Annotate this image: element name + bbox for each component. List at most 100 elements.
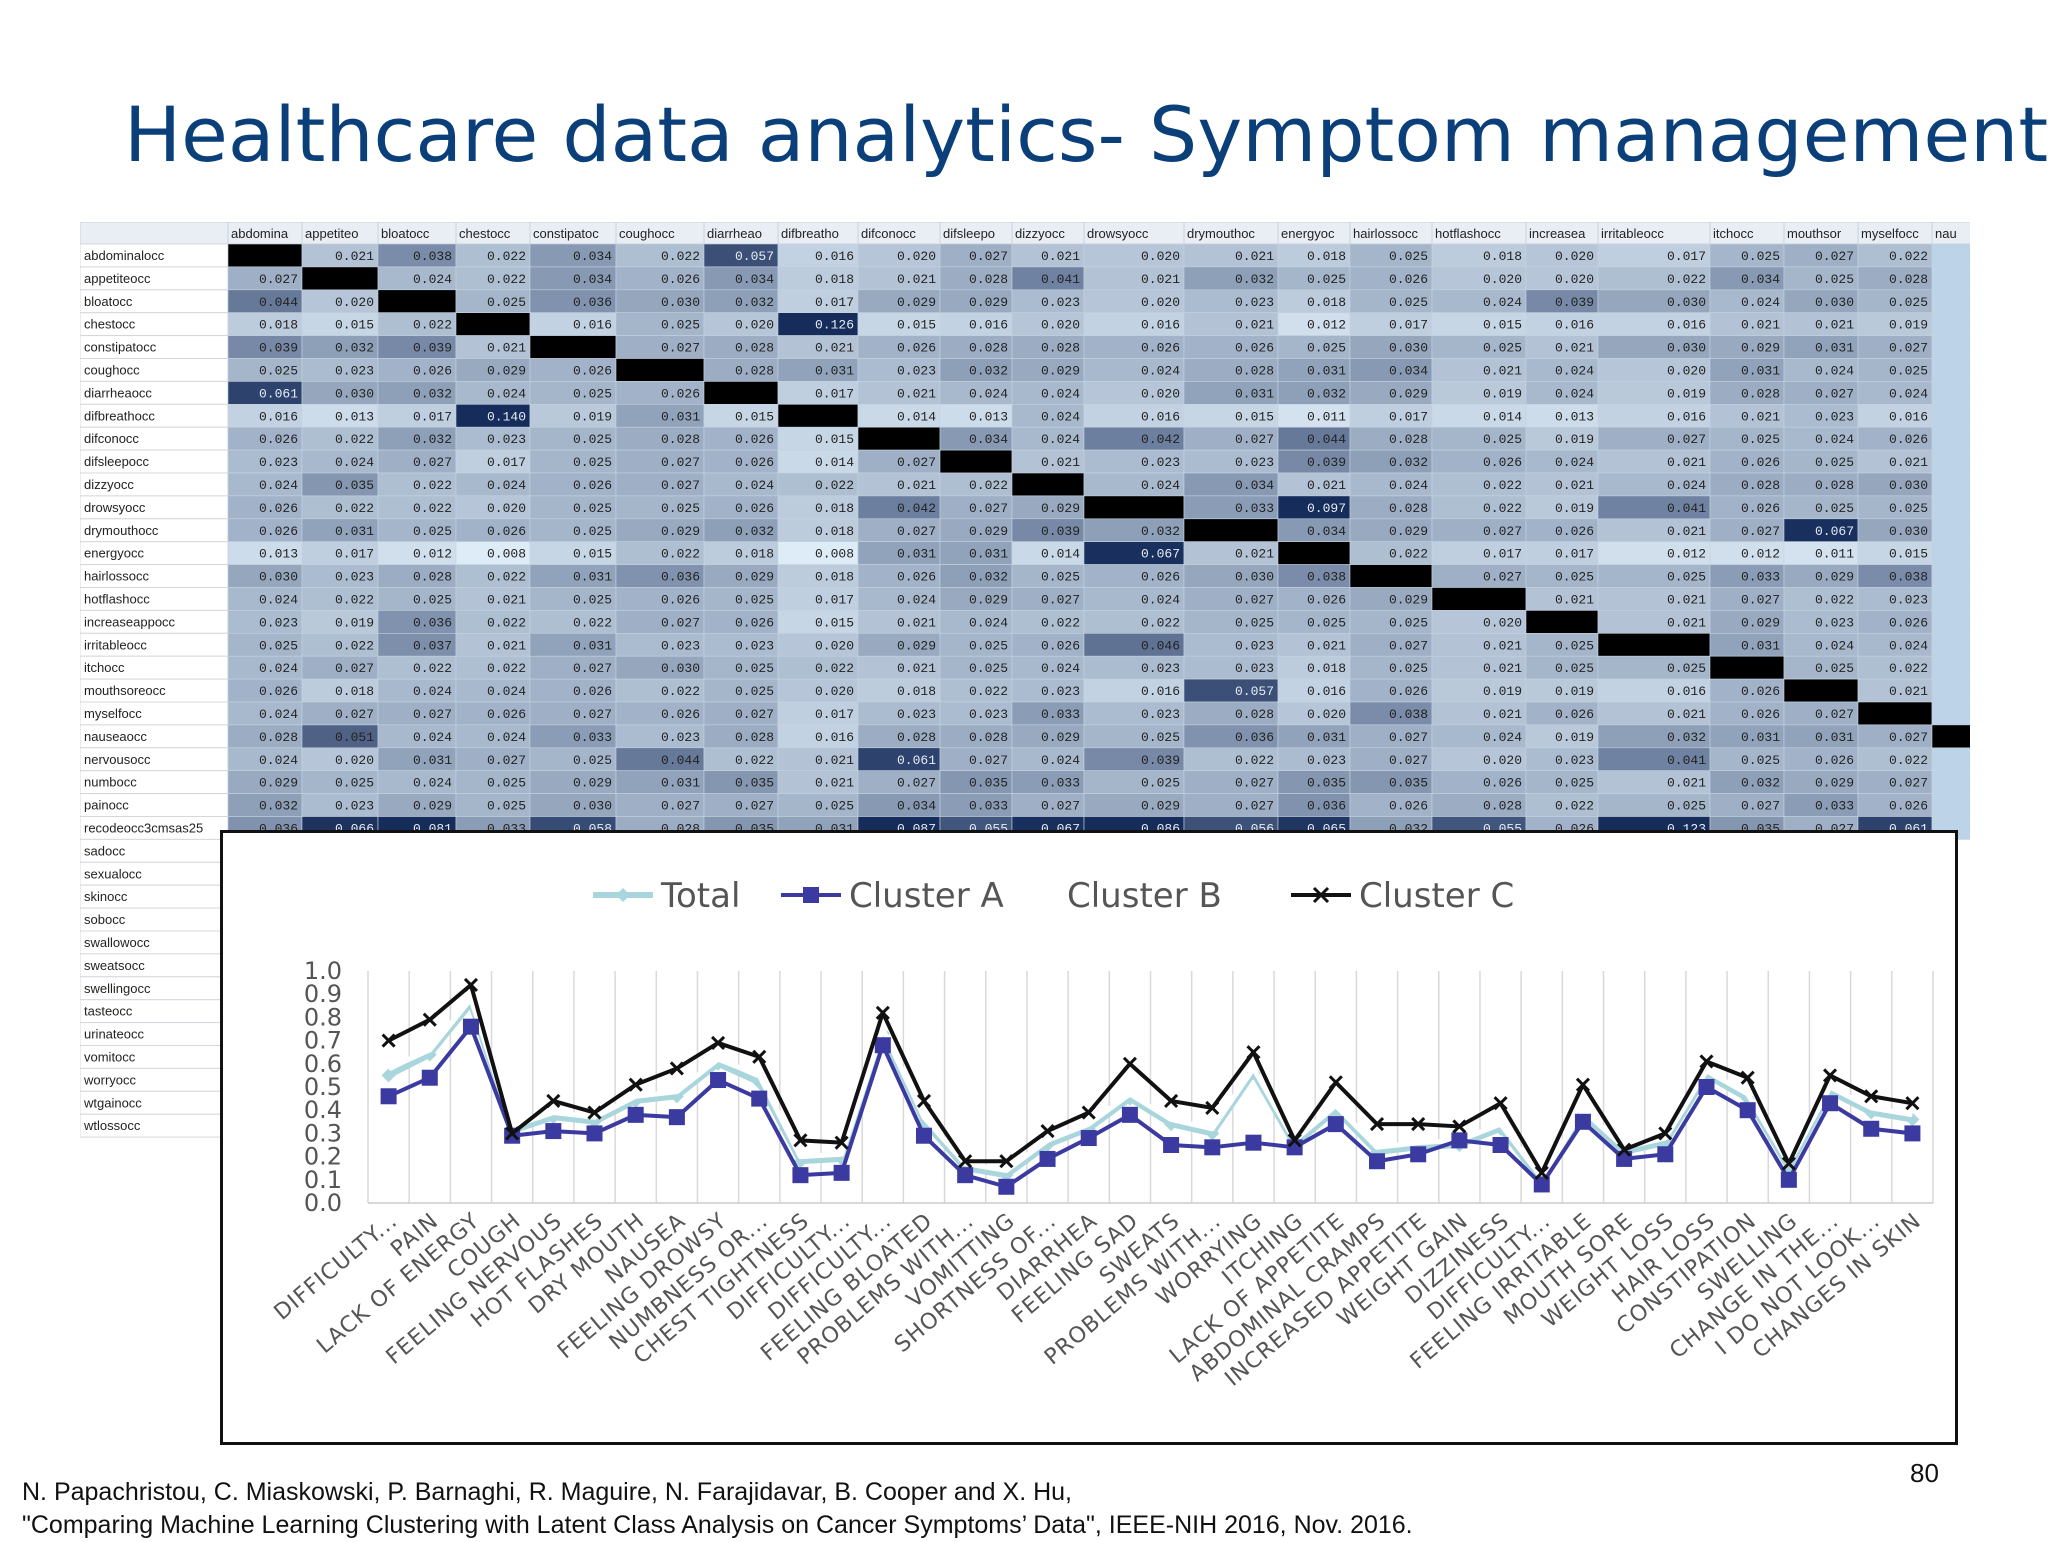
heatmap-cell-value: 0.023 (1235, 638, 1274, 653)
heatmap-cell-value: 0.028 (661, 432, 700, 447)
heatmap-cell-value: 0.023 (1555, 753, 1594, 768)
series-point-stroke (1740, 1070, 1755, 1085)
series-point-stroke (1864, 1089, 1879, 1104)
heatmap-col-header: irritableocc (1601, 226, 1664, 241)
heatmap-cell-value: 0.017 (815, 593, 854, 608)
heatmap-cell-value: 0.029 (1041, 730, 1080, 745)
heatmap-cell-value: 0.024 (1141, 478, 1180, 493)
heatmap-cell-value: 0.026 (897, 341, 936, 356)
heatmap-cell (1931, 564, 1970, 588)
heatmap-col-header: bloatocc (381, 226, 430, 241)
series-point (1534, 1165, 1549, 1180)
series-point-stroke (1040, 1124, 1055, 1139)
heatmap-cell-value: 0.025 (1555, 638, 1594, 653)
heatmap-cell-value: 0.026 (259, 432, 298, 447)
heatmap-cell-value: 0.023 (1141, 455, 1180, 470)
series-point (669, 1061, 684, 1076)
heatmap-cell-value: 0.032 (969, 570, 1008, 585)
heatmap-row-label: painocc (84, 798, 129, 813)
heatmap-cell-value: 0.025 (1307, 341, 1346, 356)
heatmap-row-label: dizzyocc (84, 477, 134, 492)
heatmap-cell (857, 426, 941, 451)
heatmap-col-header: myselfocc (1861, 226, 1919, 241)
heatmap-cell-value: 0.026 (661, 386, 700, 401)
heatmap-cell-value: 0.026 (661, 272, 700, 287)
series-point (1739, 1102, 1756, 1119)
heatmap-cell-value: 0.020 (335, 753, 374, 768)
heatmap-cell-value: 0.035 (1389, 776, 1428, 791)
heatmap-cell-value: 0.026 (661, 593, 700, 608)
series-point (1287, 1133, 1302, 1148)
heatmap-cell-value: 0.032 (969, 364, 1008, 379)
heatmap-cell-value: 0.021 (897, 478, 936, 493)
series-point (1904, 1125, 1921, 1142)
series-point-stroke (1534, 1165, 1549, 1180)
heatmap-cell-value: 0.013 (335, 409, 374, 424)
heatmap-cell-value: 0.025 (1889, 501, 1928, 516)
series-point-stroke (1575, 1077, 1590, 1092)
heatmap-cell-value: 0.016 (1307, 684, 1346, 699)
heatmap-cell-value: 0.030 (335, 386, 374, 401)
heatmap-cell-value: 0.037 (413, 638, 452, 653)
series-point (1081, 1105, 1096, 1120)
heatmap-cell-value: 0.028 (735, 364, 774, 379)
heatmap-cell-value: 0.029 (1741, 341, 1780, 356)
heatmap-cell-value: 0.031 (573, 570, 612, 585)
heatmap-cell-value: 0.025 (1389, 615, 1428, 630)
heatmap-cell-value: 0.028 (1889, 272, 1928, 287)
heatmap-cell-value: 0.016 (1555, 318, 1594, 333)
series-point (1040, 1124, 1055, 1139)
series-point (1039, 1150, 1056, 1167)
heatmap-cell-value: 0.022 (487, 615, 526, 630)
heatmap-cell-value: 0.028 (969, 272, 1008, 287)
heatmap-cell (703, 381, 779, 405)
heatmap-row-label: bloatocc (84, 294, 133, 309)
heatmap-cell-value: 0.017 (815, 295, 854, 310)
heatmap-cell (1931, 289, 1970, 314)
heatmap-cell-value: 0.024 (1889, 386, 1928, 401)
heatmap-cell-value: 0.021 (1741, 409, 1780, 424)
heatmap-cell-value: 0.026 (1741, 684, 1780, 699)
heatmap-cell-value: 0.031 (1815, 341, 1854, 356)
heatmap-cell-value: 0.022 (335, 501, 374, 516)
heatmap-cell-value: 0.030 (573, 799, 612, 814)
heatmap-cell-value: 0.025 (573, 455, 612, 470)
heatmap-cell-value: 0.021 (1307, 478, 1346, 493)
heatmap-cell-value: 0.026 (1141, 341, 1180, 356)
heatmap-cell-value: 0.030 (661, 661, 700, 676)
heatmap-cell-value: 0.034 (969, 432, 1008, 447)
heatmap-cell-value: 0.022 (487, 249, 526, 264)
heatmap-cell-value: 0.030 (1389, 341, 1428, 356)
heatmap-cell-value: 0.018 (1483, 249, 1522, 264)
heatmap-cell-value: 0.021 (1741, 318, 1780, 333)
heatmap-cell-value: 0.020 (815, 638, 854, 653)
heatmap-cell-value: 0.031 (1741, 364, 1780, 379)
series-point (1327, 1116, 1344, 1133)
heatmap-cell-value: 0.018 (735, 547, 774, 562)
series-point (999, 1154, 1014, 1169)
heatmap-cell-value: 0.034 (1307, 524, 1346, 539)
heatmap-cell-value: 0.026 (413, 364, 452, 379)
heatmap-cell-value: 0.039 (413, 341, 452, 356)
heatmap-cell-value: 0.030 (259, 570, 298, 585)
heatmap-cell-value: 0.023 (487, 432, 526, 447)
heatmap-cell-value: 0.044 (1307, 432, 1346, 447)
heatmap-cell-value: 0.027 (1235, 432, 1274, 447)
heatmap-cell-value: 0.025 (735, 661, 774, 676)
heatmap-cell-value: 0.033 (1815, 799, 1854, 814)
heatmap-cell-value: 0.012 (413, 547, 452, 562)
heatmap-cell-value: 0.029 (897, 638, 936, 653)
heatmap-cell-value: 0.035 (1307, 776, 1346, 791)
heatmap-cell-value: 0.023 (335, 799, 374, 814)
heatmap-cell-value: 0.027 (661, 341, 700, 356)
heatmap-cell-value: 0.023 (1235, 295, 1274, 310)
heatmap-cell-value: 0.025 (661, 318, 700, 333)
heatmap-cell-value: 0.026 (1389, 799, 1428, 814)
heatmap-cell-value: 0.021 (815, 776, 854, 791)
heatmap-cell-value: 0.025 (969, 661, 1008, 676)
heatmap-cell-value: 0.033 (969, 799, 1008, 814)
heatmap-cell-value: 0.022 (1041, 615, 1080, 630)
heatmap-cell (1783, 678, 1859, 703)
heatmap-cell-value: 0.026 (1141, 570, 1180, 585)
heatmap-cell-value: 0.027 (1389, 753, 1428, 768)
